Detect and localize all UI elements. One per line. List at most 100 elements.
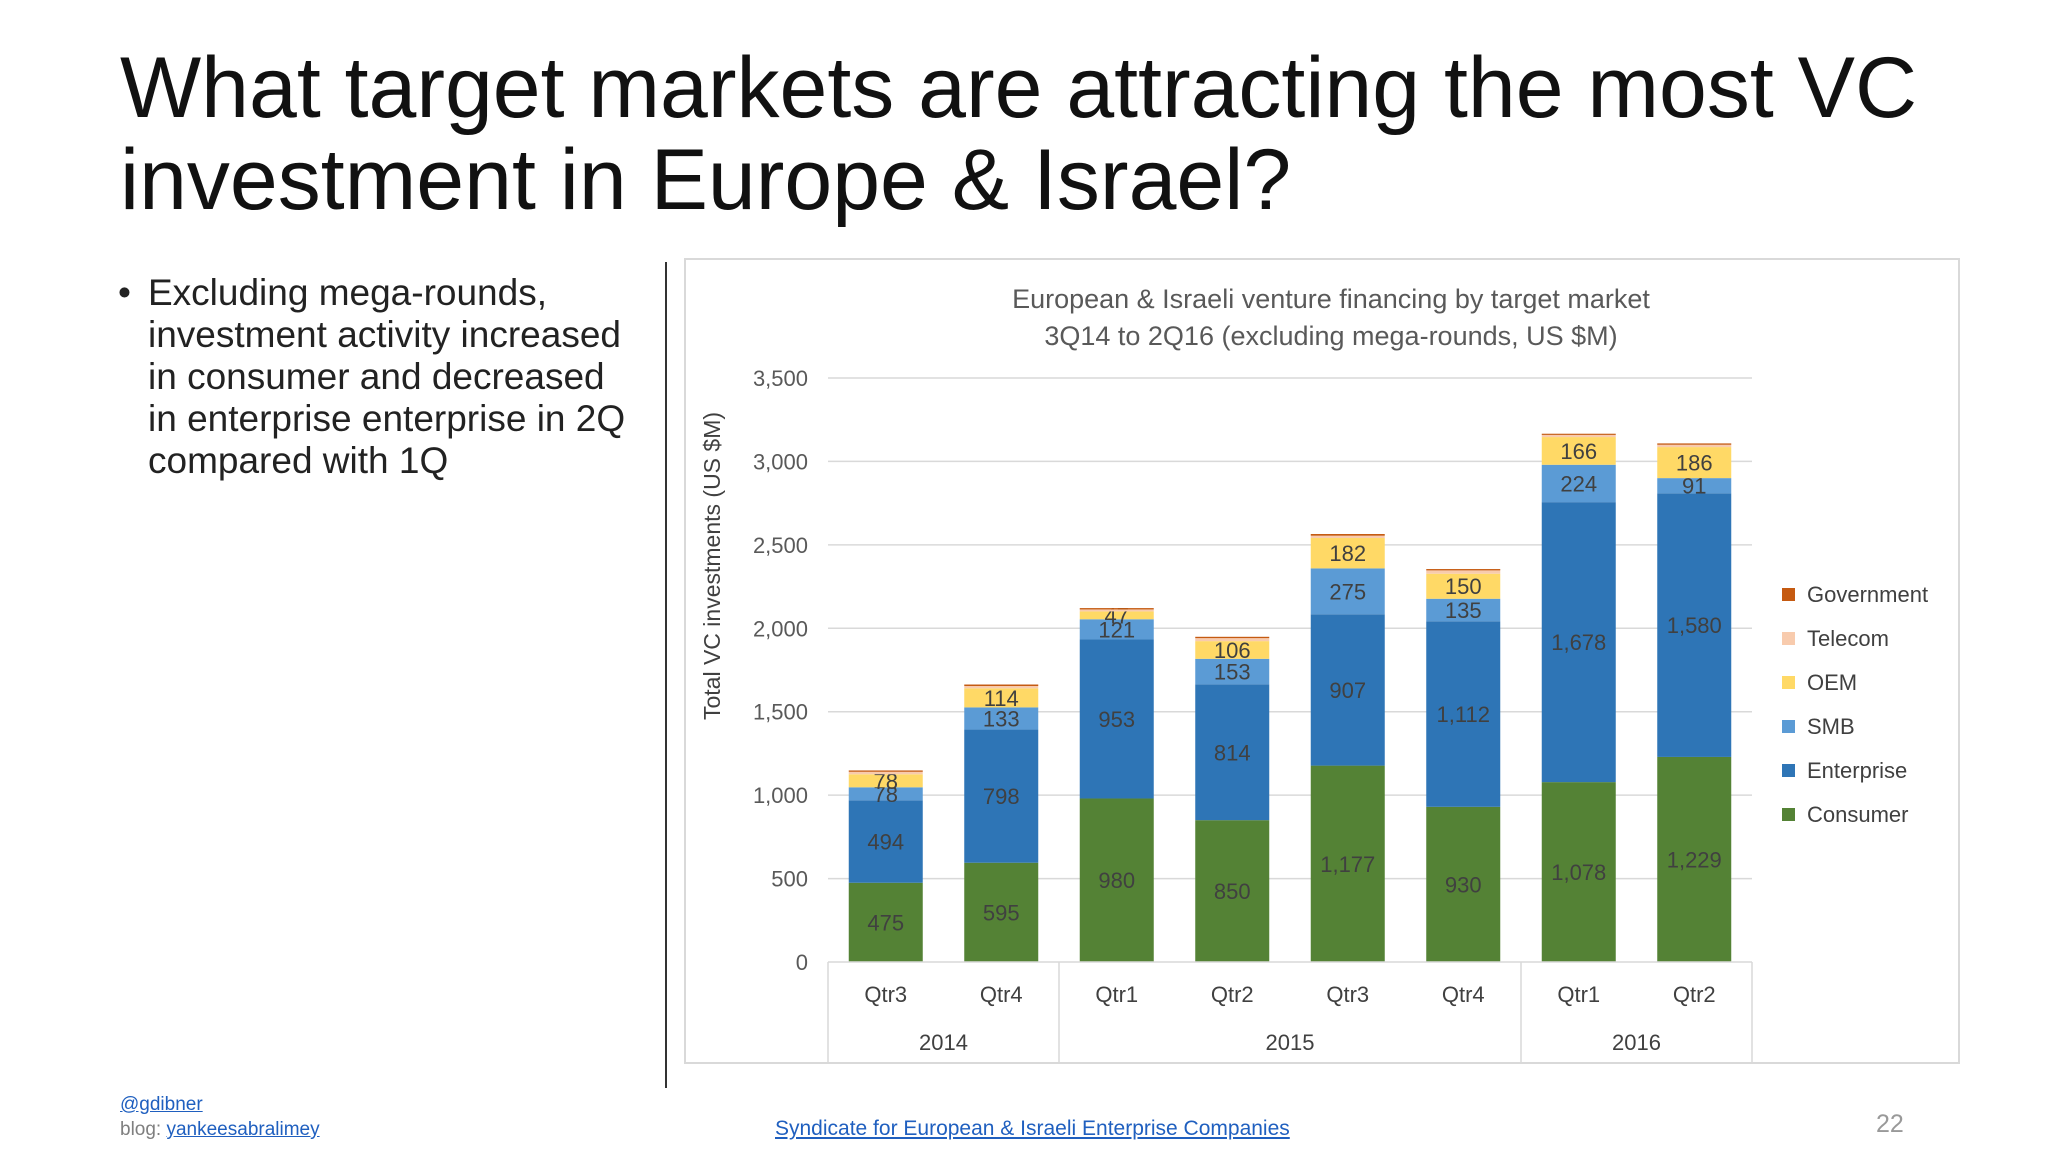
bar-segment-telecom bbox=[1079, 609, 1154, 612]
bar-segment-smb bbox=[1657, 478, 1732, 494]
twitter-handle-link[interactable]: @gdibner bbox=[120, 1094, 203, 1115]
data-label: 1,678 bbox=[1551, 630, 1606, 655]
data-label: 595 bbox=[983, 900, 1020, 925]
bar-segment-smb bbox=[964, 707, 1039, 730]
bar-segment-smb bbox=[1310, 568, 1385, 615]
stacked-bar-chart: European & Israeli venture financing by … bbox=[699, 284, 1928, 1062]
bar-segment-telecom bbox=[1195, 638, 1270, 642]
bar-segment-consumer bbox=[1079, 798, 1154, 962]
chart-frame: European & Israeli venture financing by … bbox=[684, 258, 1960, 1064]
legend-swatch bbox=[1782, 720, 1795, 733]
data-label: 224 bbox=[1560, 471, 1597, 496]
data-label: 980 bbox=[1098, 868, 1135, 893]
legend-swatch bbox=[1782, 588, 1795, 601]
x-tick-label: Qtr1 bbox=[1557, 982, 1600, 1007]
bars: 4754947878595798133114980953121478508141… bbox=[848, 433, 1732, 962]
legend-swatch bbox=[1782, 632, 1795, 645]
slide-title-line-2: investment in Europe & Israel? bbox=[120, 132, 1292, 228]
blog-prefix: blog: bbox=[120, 1119, 162, 1140]
data-label: 1,580 bbox=[1667, 613, 1722, 638]
y-tick-label: 1,500 bbox=[753, 700, 808, 725]
bar-segment-consumer bbox=[1195, 820, 1270, 962]
x-tick-label: Qtr2 bbox=[1211, 982, 1254, 1007]
blog-line: blog: yankeesabralimey bbox=[120, 1119, 320, 1141]
legend-entry: SMB bbox=[1807, 714, 1855, 739]
slide-title-line-1: What target markets are attracting the m… bbox=[120, 40, 1918, 136]
bar-segment-enterprise bbox=[1657, 493, 1732, 757]
x-tick-label: Qtr1 bbox=[1095, 982, 1138, 1007]
y-tick-label: 3,500 bbox=[753, 366, 808, 391]
bullet-item: Excluding mega-rounds, investment activi… bbox=[118, 272, 638, 482]
data-label: 182 bbox=[1329, 541, 1366, 566]
data-label: 814 bbox=[1214, 740, 1251, 765]
bar-segment-smb bbox=[848, 787, 923, 801]
bar-segment-smb bbox=[1195, 658, 1270, 685]
bullet-list: Excluding mega-rounds, investment activi… bbox=[118, 272, 638, 482]
legend-swatch bbox=[1782, 676, 1795, 689]
data-label: 133 bbox=[983, 706, 1020, 731]
bar-segment-telecom bbox=[1657, 444, 1732, 448]
source-link[interactable]: Syndicate for European & Israeli Enterpr… bbox=[775, 1117, 1290, 1140]
bar-segment-oem bbox=[1195, 641, 1270, 659]
bar-segment-oem bbox=[848, 774, 923, 788]
slide-title: What target markets are attracting the m… bbox=[120, 42, 1940, 226]
bar-segment-smb bbox=[1426, 598, 1501, 622]
data-label: 121 bbox=[1098, 617, 1135, 642]
bar-segment-telecom bbox=[1426, 570, 1501, 574]
data-label: 798 bbox=[983, 784, 1020, 809]
bar-segment-consumer bbox=[1657, 756, 1732, 962]
bar-segment-consumer bbox=[964, 862, 1039, 962]
year-group-label: 2014 bbox=[919, 1030, 968, 1055]
x-tick-label: Qtr3 bbox=[864, 982, 907, 1007]
y-tick-label: 1,000 bbox=[753, 783, 808, 808]
bar-segment-enterprise bbox=[1079, 639, 1154, 799]
data-label: 150 bbox=[1445, 574, 1482, 599]
y-axis-label: Total VC investments (US $M) bbox=[699, 412, 725, 720]
y-tick-label: 3,000 bbox=[753, 449, 808, 474]
bar-segment-government bbox=[1657, 443, 1732, 445]
bar-segment-government bbox=[1195, 636, 1270, 639]
vertical-divider bbox=[665, 262, 667, 1088]
bar-segment-enterprise bbox=[964, 729, 1039, 863]
legend-entry: Government bbox=[1807, 582, 1928, 607]
bar-segment-consumer bbox=[1426, 806, 1501, 962]
bar-segment-consumer bbox=[848, 882, 923, 962]
bar-segment-enterprise bbox=[848, 800, 923, 883]
bar-segment-oem bbox=[1310, 538, 1385, 569]
blog-link[interactable]: yankeesabralimey bbox=[166, 1119, 320, 1140]
bar-segment-oem bbox=[1079, 611, 1154, 620]
x-tick-label: Qtr4 bbox=[980, 982, 1023, 1007]
year-group-label: 2016 bbox=[1612, 1030, 1661, 1055]
legend: Government Telecom OEM SMB Enterprise Consume… bbox=[1782, 582, 1928, 827]
bar-segment-oem bbox=[1541, 437, 1616, 465]
bar-segment-enterprise bbox=[1195, 684, 1270, 821]
bar-segment-government bbox=[1426, 569, 1501, 571]
bar-segment-oem bbox=[1657, 447, 1732, 479]
legend-entry: Consumer bbox=[1807, 802, 1908, 827]
legend-swatch bbox=[1782, 764, 1795, 777]
bar-segment-telecom bbox=[848, 771, 923, 775]
chart-subtitle: 3Q14 to 2Q16 (excluding mega-rounds, US … bbox=[1044, 321, 1617, 351]
data-label: 186 bbox=[1676, 451, 1713, 476]
data-label: 494 bbox=[867, 830, 904, 855]
bar-segment-consumer bbox=[1541, 782, 1616, 962]
y-tick-label: 2,000 bbox=[753, 616, 808, 641]
data-label: 1,229 bbox=[1667, 847, 1722, 872]
bar-segment-oem bbox=[964, 688, 1039, 708]
y-tick-labels: 0 500 1,000 1,500 2,000 2,500 3,000 3,500 bbox=[753, 366, 808, 975]
bar-segment-telecom bbox=[1541, 434, 1616, 438]
data-label: 953 bbox=[1098, 707, 1135, 732]
bar-segment-government bbox=[964, 684, 1039, 687]
legend-entry: Telecom bbox=[1807, 626, 1889, 651]
data-label: 850 bbox=[1214, 879, 1251, 904]
bar-segment-telecom bbox=[1310, 535, 1385, 539]
x-tick-label: Qtr3 bbox=[1326, 982, 1369, 1007]
legend-entry: OEM bbox=[1807, 670, 1857, 695]
bar-segment-government bbox=[1541, 433, 1616, 435]
bar-segment-oem bbox=[1426, 573, 1501, 599]
x-tick-label: Qtr4 bbox=[1442, 982, 1485, 1007]
bar-segment-government bbox=[1310, 534, 1385, 536]
y-tick-label: 500 bbox=[771, 867, 808, 892]
chart-title: European & Israeli venture financing by … bbox=[1012, 284, 1650, 314]
bar-segment-enterprise bbox=[1541, 502, 1616, 783]
